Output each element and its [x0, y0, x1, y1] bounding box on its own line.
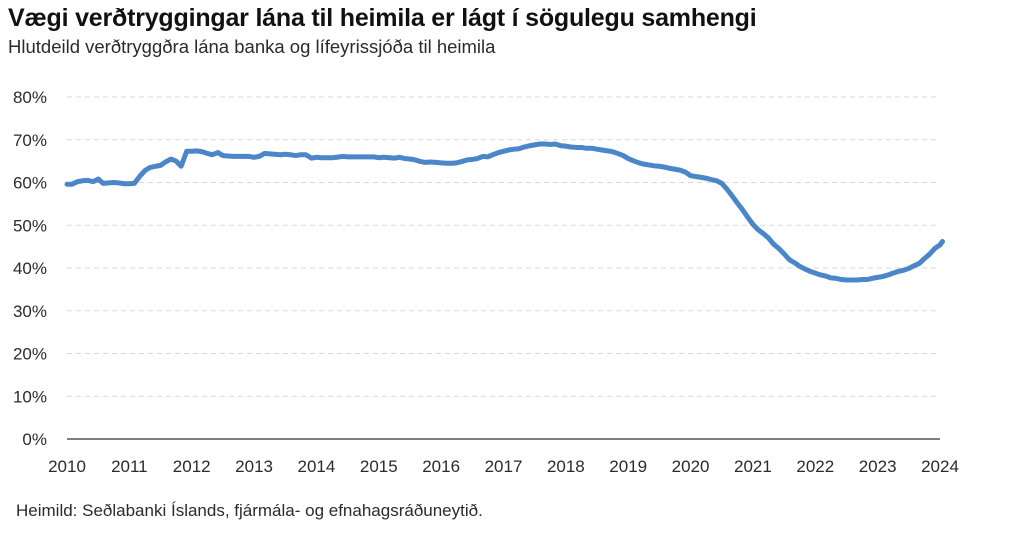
gridlines: [67, 96, 940, 397]
y-tick-label: 20%: [13, 345, 47, 364]
x-axis-ticks: 2010 2011 2012 2013 2014 2015 2016 2017 2018 2019…: [48, 457, 959, 476]
y-tick-label: 60%: [13, 174, 47, 193]
y-tick-label: 30%: [13, 302, 47, 321]
x-tick-label: 2019: [609, 457, 647, 476]
x-tick-label: 2013: [235, 457, 273, 476]
x-tick-label: 2015: [360, 457, 398, 476]
x-tick-label: 2024: [921, 457, 959, 476]
y-tick-label: 0%: [22, 430, 47, 449]
x-tick-label: 2012: [173, 457, 211, 476]
x-tick-label: 2020: [672, 457, 710, 476]
x-tick-label: 2016: [422, 457, 460, 476]
x-tick-label: 2023: [859, 457, 897, 476]
y-axis-ticks: 0% 10% 20% 30% 40% 50% 60% 70% 80%: [13, 88, 47, 449]
x-tick-label: 2017: [485, 457, 523, 476]
series-group: [64, 141, 945, 283]
x-tick-label: 2022: [796, 457, 834, 476]
y-tick-label: 80%: [13, 88, 47, 107]
y-tick-label: 70%: [13, 131, 47, 150]
x-tick-label: 2014: [298, 457, 336, 476]
source-note: Heimild: Seðlabanki Íslands, fjármála- o…: [16, 501, 483, 520]
y-tick-label: 50%: [13, 216, 47, 235]
y-tick-label: 10%: [13, 387, 47, 406]
x-tick-label: 2018: [547, 457, 585, 476]
chart-title: Vægi verðtryggingar lána til heimila er …: [8, 4, 757, 32]
y-tick-label: 40%: [13, 259, 47, 278]
x-tick-label: 2021: [734, 457, 772, 476]
chart-subtitle: Hlutdeild verðtryggðra lána banka og líf…: [8, 36, 496, 57]
series-line: [64, 141, 945, 283]
x-tick-label: 2010: [48, 457, 86, 476]
x-tick-label: 2011: [111, 457, 148, 476]
